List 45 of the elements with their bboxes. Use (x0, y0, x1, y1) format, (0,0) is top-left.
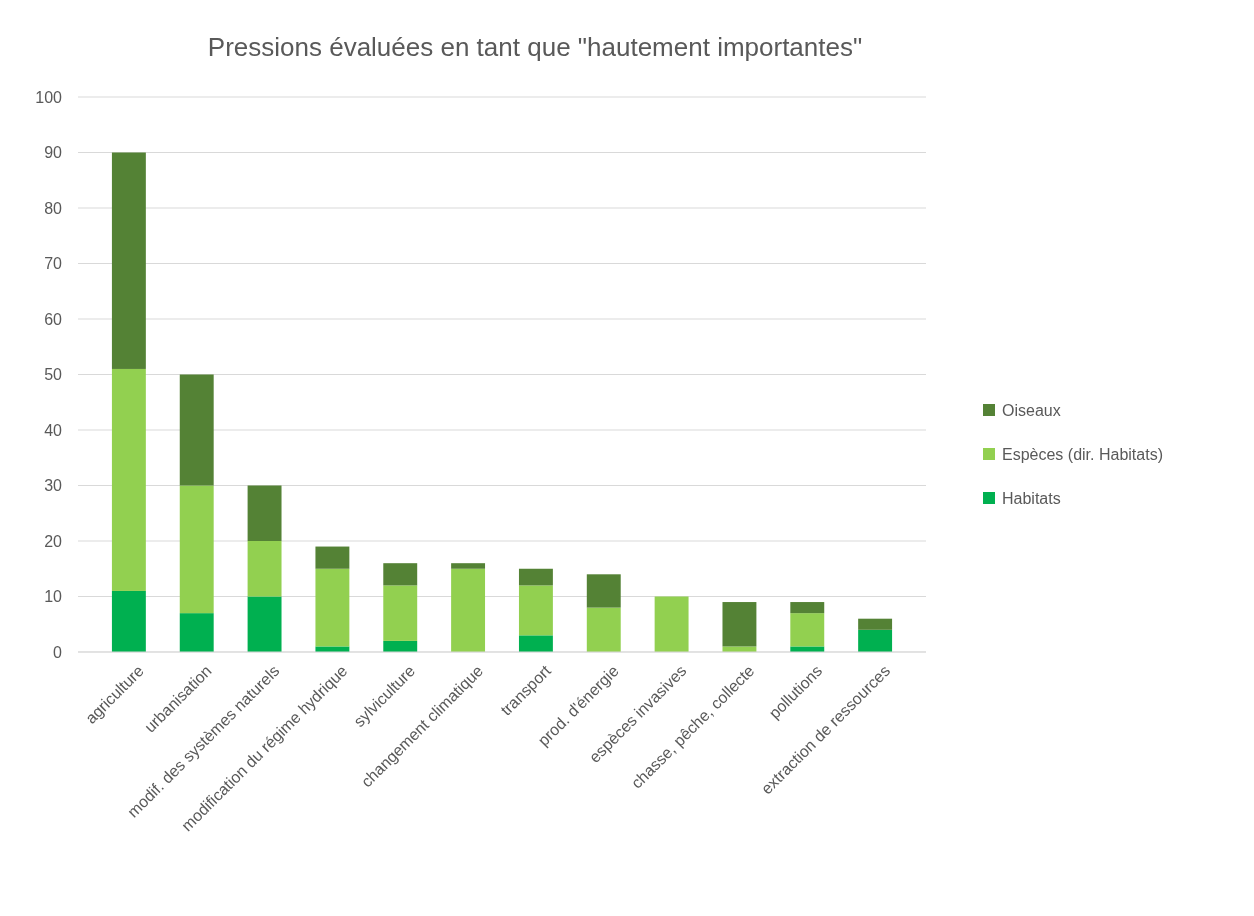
bar (451, 568, 486, 652)
bar (247, 485, 282, 541)
legend-label: Habitats (1002, 489, 1061, 507)
bar (518, 635, 553, 652)
bar (722, 602, 757, 647)
bar (858, 618, 893, 630)
bar (858, 629, 893, 652)
bar (790, 613, 825, 647)
bar (451, 563, 486, 569)
bar (383, 563, 418, 586)
bar (111, 152, 146, 369)
y-tick-label: 40 (44, 421, 63, 439)
y-tick-label: 90 (44, 144, 63, 162)
bar (790, 602, 825, 614)
bar (722, 646, 757, 652)
bar (586, 574, 621, 608)
y-tick-label: 60 (44, 310, 63, 328)
y-tick-label: 30 (44, 477, 63, 495)
y-tick-label: 20 (44, 532, 63, 550)
y-tick-label: 80 (44, 199, 63, 217)
bar (654, 596, 689, 652)
bar (111, 590, 146, 652)
bar (179, 613, 214, 652)
bar (179, 485, 214, 614)
y-tick-label: 100 (35, 88, 63, 106)
bar (383, 585, 418, 641)
bar (518, 585, 553, 636)
bar (518, 568, 553, 586)
bar (179, 374, 214, 486)
bar (247, 541, 282, 597)
legend-label: Oiseaux (1002, 401, 1061, 419)
bar (315, 546, 350, 569)
y-tick-label: 70 (44, 255, 63, 273)
bar (586, 607, 621, 652)
bar (315, 568, 350, 647)
y-tick-label: 10 (44, 588, 63, 606)
bar (111, 368, 146, 591)
bar (315, 646, 350, 652)
bar (383, 640, 418, 652)
bar (790, 646, 825, 652)
bar (247, 596, 282, 652)
y-tick-label: 0 (53, 643, 63, 661)
chart-title: Pressions évaluées en tant que "hautement importantes" (207, 32, 863, 62)
y-tick-label: 50 (44, 366, 63, 384)
legend-label: Espèces (dir. Habitats) (1002, 445, 1163, 463)
